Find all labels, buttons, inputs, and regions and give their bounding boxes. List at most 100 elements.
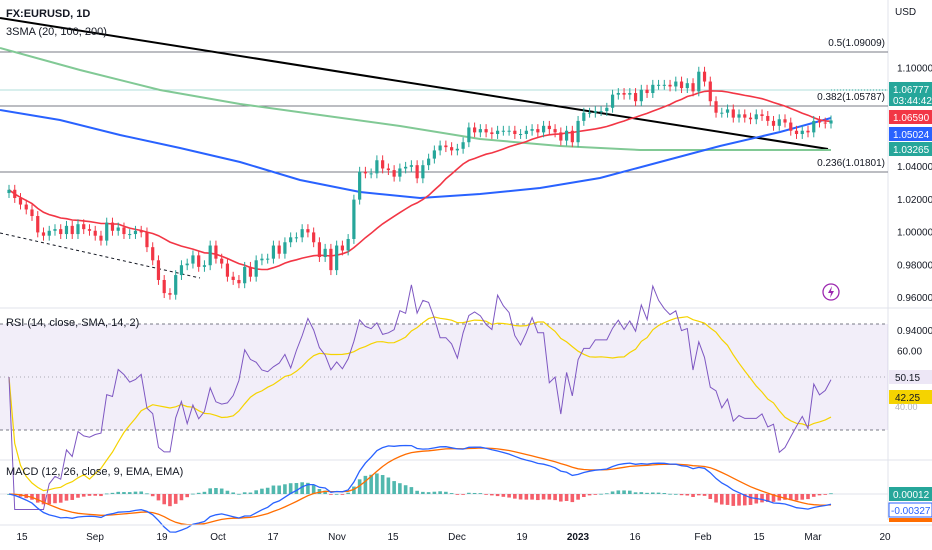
- fib-label: 0.5(1.09009): [828, 38, 885, 49]
- candle-body: [7, 189, 11, 194]
- candle-body: [662, 84, 666, 86]
- price-label: 1.03265: [893, 145, 930, 156]
- rsi-value-box: [889, 370, 932, 384]
- price-label: 1.06590: [893, 113, 930, 124]
- price-label-box: [889, 127, 932, 141]
- macd-histogram-bar: [398, 483, 402, 494]
- macd-histogram-bar: [742, 494, 747, 506]
- macd-histogram-bar: [628, 490, 632, 494]
- macd-histogram-bar: [392, 481, 396, 494]
- candle-body: [220, 258, 224, 264]
- price-tick-label: 1.00000: [897, 228, 932, 239]
- macd-histogram-bar: [363, 475, 368, 494]
- macd-hist-label: 0.00012: [893, 490, 930, 501]
- candle-body: [766, 115, 770, 121]
- candle-body: [294, 237, 299, 239]
- candle-body: [685, 83, 689, 89]
- candle-body: [473, 127, 477, 133]
- macd-histogram-bar: [731, 494, 736, 506]
- macd-histogram-bar: [346, 492, 350, 494]
- time-tick-label: Oct: [210, 532, 226, 543]
- price-tick-label: 0.96000: [897, 293, 932, 304]
- time-tick-label: 16: [629, 532, 641, 543]
- trendline: [0, 17, 829, 150]
- candle-body: [513, 130, 517, 135]
- candle-body: [668, 84, 672, 87]
- candle-body: [404, 166, 408, 169]
- candle-body: [679, 81, 684, 89]
- candle-body: [271, 245, 276, 259]
- macd-histogram-bar: [122, 492, 126, 494]
- macd-histogram-bar: [386, 477, 391, 494]
- macd-histogram-bar: [76, 494, 80, 498]
- candle-body: [375, 160, 379, 174]
- macd-histogram-bar: [438, 491, 442, 494]
- candle-body: [277, 245, 281, 254]
- macd-histogram-bar: [599, 493, 603, 495]
- macd-histogram-bar: [748, 494, 753, 505]
- macd-histogram-bar: [725, 494, 730, 505]
- time-tick-label: Nov: [328, 532, 346, 543]
- macd-histogram-bar: [334, 493, 339, 495]
- macd-histogram-bar: [444, 491, 448, 494]
- candle-body: [87, 229, 92, 231]
- candle-body: [697, 71, 701, 92]
- indicator-label: 3SMA (20, 100, 200): [6, 26, 107, 38]
- macd-histogram-bar: [271, 485, 276, 494]
- macd-value-label: -0.00327: [891, 506, 931, 517]
- macd-histogram-bar: [518, 494, 523, 500]
- candle-body: [541, 125, 546, 133]
- candle-body: [576, 120, 580, 143]
- macd-histogram-bar: [737, 494, 741, 506]
- candle-body: [346, 238, 350, 251]
- candle-body: [392, 170, 396, 177]
- candle-body: [386, 168, 390, 171]
- candle-body: [162, 279, 166, 294]
- candle-body: [352, 199, 356, 239]
- candle-body: [340, 245, 344, 251]
- macd-histogram-bar: [541, 494, 546, 500]
- fib-label: 0.382(1.05787): [817, 92, 885, 103]
- candle-body: [41, 232, 46, 236]
- candle-body: [806, 130, 810, 133]
- candle-body: [536, 129, 540, 133]
- macd-histogram-bar: [760, 494, 764, 503]
- candle-body: [323, 248, 327, 258]
- time-tick-label: Dec: [448, 532, 466, 543]
- macd-histogram-bar: [679, 494, 684, 496]
- macd-histogram-bar: [421, 491, 425, 494]
- macd-histogram-bar: [179, 494, 184, 501]
- macd-histogram-bar: [64, 494, 69, 501]
- candle-body: [432, 150, 436, 159]
- macd-histogram-bar: [467, 492, 471, 494]
- macd-histogram-bar: [691, 494, 695, 497]
- macd-histogram-bar: [162, 494, 167, 505]
- macd-histogram-bar: [168, 494, 172, 507]
- macd-histogram-bar: [794, 494, 799, 501]
- macd-histogram-bar: [415, 490, 419, 494]
- candle-body: [381, 160, 385, 169]
- macd-histogram-bar: [616, 490, 621, 494]
- candle-body: [139, 230, 143, 233]
- candle-body: [461, 142, 465, 149]
- macd-histogram-bar: [110, 492, 115, 494]
- candle-body: [156, 260, 161, 280]
- candle-body: [427, 158, 431, 166]
- candle-body: [260, 258, 264, 261]
- macd-histogram-bar: [47, 494, 52, 505]
- lightning-icon[interactable]: [822, 283, 840, 301]
- macd-histogram-bar: [662, 493, 667, 494]
- candle-body: [145, 232, 149, 248]
- macd-histogram-bar: [185, 494, 189, 498]
- candle-body: [151, 247, 155, 261]
- price-tick-label: 1.04000: [897, 162, 932, 173]
- rsi-label: RSI (14, close, SMA, 14, 2): [6, 317, 139, 329]
- lightning-icon-bolt: [828, 286, 834, 298]
- candle-body: [438, 145, 442, 151]
- macd-histogram-bar: [673, 493, 678, 495]
- price-tick-label: 1.02000: [897, 195, 932, 206]
- macd-histogram-bar: [288, 483, 293, 494]
- macd-histogram-bar: [237, 493, 241, 495]
- macd-histogram-bar: [300, 482, 304, 494]
